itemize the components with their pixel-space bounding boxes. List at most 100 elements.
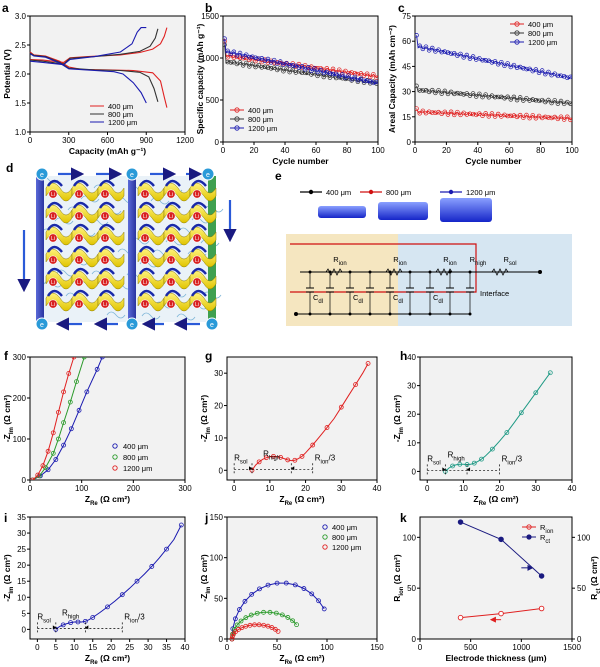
ion-letter: Li <box>51 258 55 264</box>
data-point <box>237 60 243 65</box>
data-point <box>546 115 551 120</box>
data-point <box>249 591 255 597</box>
x-tick-label-c: 60 <box>505 146 514 155</box>
y-tick-label-c: 15 <box>402 113 411 122</box>
schematic-electrode-d: d Li Li Li Li Li Li Li Li Li Li Li Li Li Li Li Li Li Li Li… <box>6 161 237 331</box>
ion-letter: Li <box>103 236 107 242</box>
data-point <box>426 109 432 114</box>
chart-a: 0 300 600 900 1200 1.0 1.5 2.0 2.5 3.0 a Capacity (… <box>2 1 194 156</box>
series-line <box>224 44 378 85</box>
data-point <box>457 614 464 621</box>
blue-strip <box>46 179 63 187</box>
data-point <box>452 112 457 118</box>
data-point <box>445 50 451 55</box>
y2-tick-label: 0 <box>577 635 582 644</box>
junction <box>328 270 332 274</box>
x-axis-label-j-rest: (Ω cm²) <box>292 653 324 663</box>
interface-label: Interface <box>480 289 509 298</box>
data-point <box>247 64 252 69</box>
ion-letter: Li <box>169 192 173 198</box>
li-ion <box>192 255 202 265</box>
y-tick-label-k: 0 <box>412 635 417 644</box>
data-point <box>461 92 466 97</box>
y-axis-label-a: Potential (V) <box>2 49 12 99</box>
data-point <box>430 87 435 93</box>
data-point <box>265 56 271 62</box>
legend-label: 800 μm <box>528 29 553 38</box>
blue-strip <box>72 223 89 231</box>
blue-strip <box>98 289 115 297</box>
data-point <box>558 73 564 78</box>
annotation-rsol-sub: sol <box>240 459 248 465</box>
y-axis-label-i-rest: (Ω cm²) <box>2 554 12 586</box>
y-tick-label-b: 1000 <box>201 54 219 63</box>
ion-letter: Li <box>143 214 147 220</box>
blue-strip <box>46 267 63 275</box>
data-point <box>231 49 237 54</box>
data-point <box>223 36 227 41</box>
data-point <box>455 109 460 115</box>
li-ion <box>166 233 176 243</box>
data-point <box>436 88 441 93</box>
data-point <box>346 73 351 78</box>
li-ion <box>100 233 110 243</box>
label-cdl-1-sub: dl <box>358 299 363 305</box>
label-cdl-3: Cdl <box>433 293 443 305</box>
annotation-rion: Rion/3 <box>315 453 336 465</box>
data-point <box>257 586 262 592</box>
data-point <box>458 91 463 96</box>
x-tick-label-k: 1000 <box>512 643 530 652</box>
x-tick-label-g: 20 <box>301 484 310 493</box>
annotation-rion-sub: ion <box>130 618 138 624</box>
legend-marker <box>112 454 118 460</box>
annotation-rsol-main: R <box>234 453 240 462</box>
terminal <box>294 312 298 316</box>
data-point <box>274 580 280 586</box>
y-tick-label-h: 30 <box>407 382 416 391</box>
data-point <box>254 610 260 616</box>
data-point <box>480 57 485 63</box>
junction <box>468 312 472 316</box>
data-point <box>415 83 419 89</box>
junction <box>308 312 312 316</box>
data-point <box>237 50 243 56</box>
y-tick-label-f: 300 <box>13 353 27 362</box>
data-point <box>321 70 327 76</box>
data-point <box>45 448 51 454</box>
data-point <box>417 43 422 49</box>
blue-strip <box>190 201 207 209</box>
arrow-head <box>85 625 89 630</box>
data-point <box>247 622 253 628</box>
data-point <box>539 97 545 103</box>
x-axis-label-f-sub: Re <box>90 501 98 507</box>
ion-letter: Li <box>169 214 173 220</box>
data-point <box>244 52 249 57</box>
y-tick-label-i: 0 <box>22 625 27 634</box>
data-point <box>479 456 484 462</box>
y-axis-label-f: -ZIm (Ω cm²) <box>2 395 15 443</box>
data-point <box>238 618 244 624</box>
ion-letter: Li <box>143 302 147 308</box>
data-point <box>364 71 370 76</box>
data-point <box>445 91 451 97</box>
data-point <box>263 455 269 461</box>
current-collector-bar <box>208 176 216 322</box>
y-axis-label-g-sub: Im <box>206 427 212 434</box>
y-axis-label-h-rest: (Ω cm²) <box>392 395 402 427</box>
data-point <box>546 97 551 103</box>
y2-tick-label: 100 <box>577 533 591 542</box>
data-point <box>310 442 316 448</box>
data-point <box>247 54 252 60</box>
y-axis-label-k: Rion (Ω cm²) <box>392 554 405 602</box>
data-point <box>439 49 444 55</box>
data-point <box>433 90 438 96</box>
x-tick-label-j: 150 <box>370 643 384 652</box>
data-point <box>268 66 274 71</box>
li-ion <box>100 255 110 265</box>
data-point <box>237 607 242 612</box>
data-point <box>543 99 548 105</box>
data-point <box>164 546 169 552</box>
x-axis-label-j-sub: Re <box>285 660 293 666</box>
data-point <box>271 453 276 459</box>
panel-label-f: f <box>4 349 9 363</box>
